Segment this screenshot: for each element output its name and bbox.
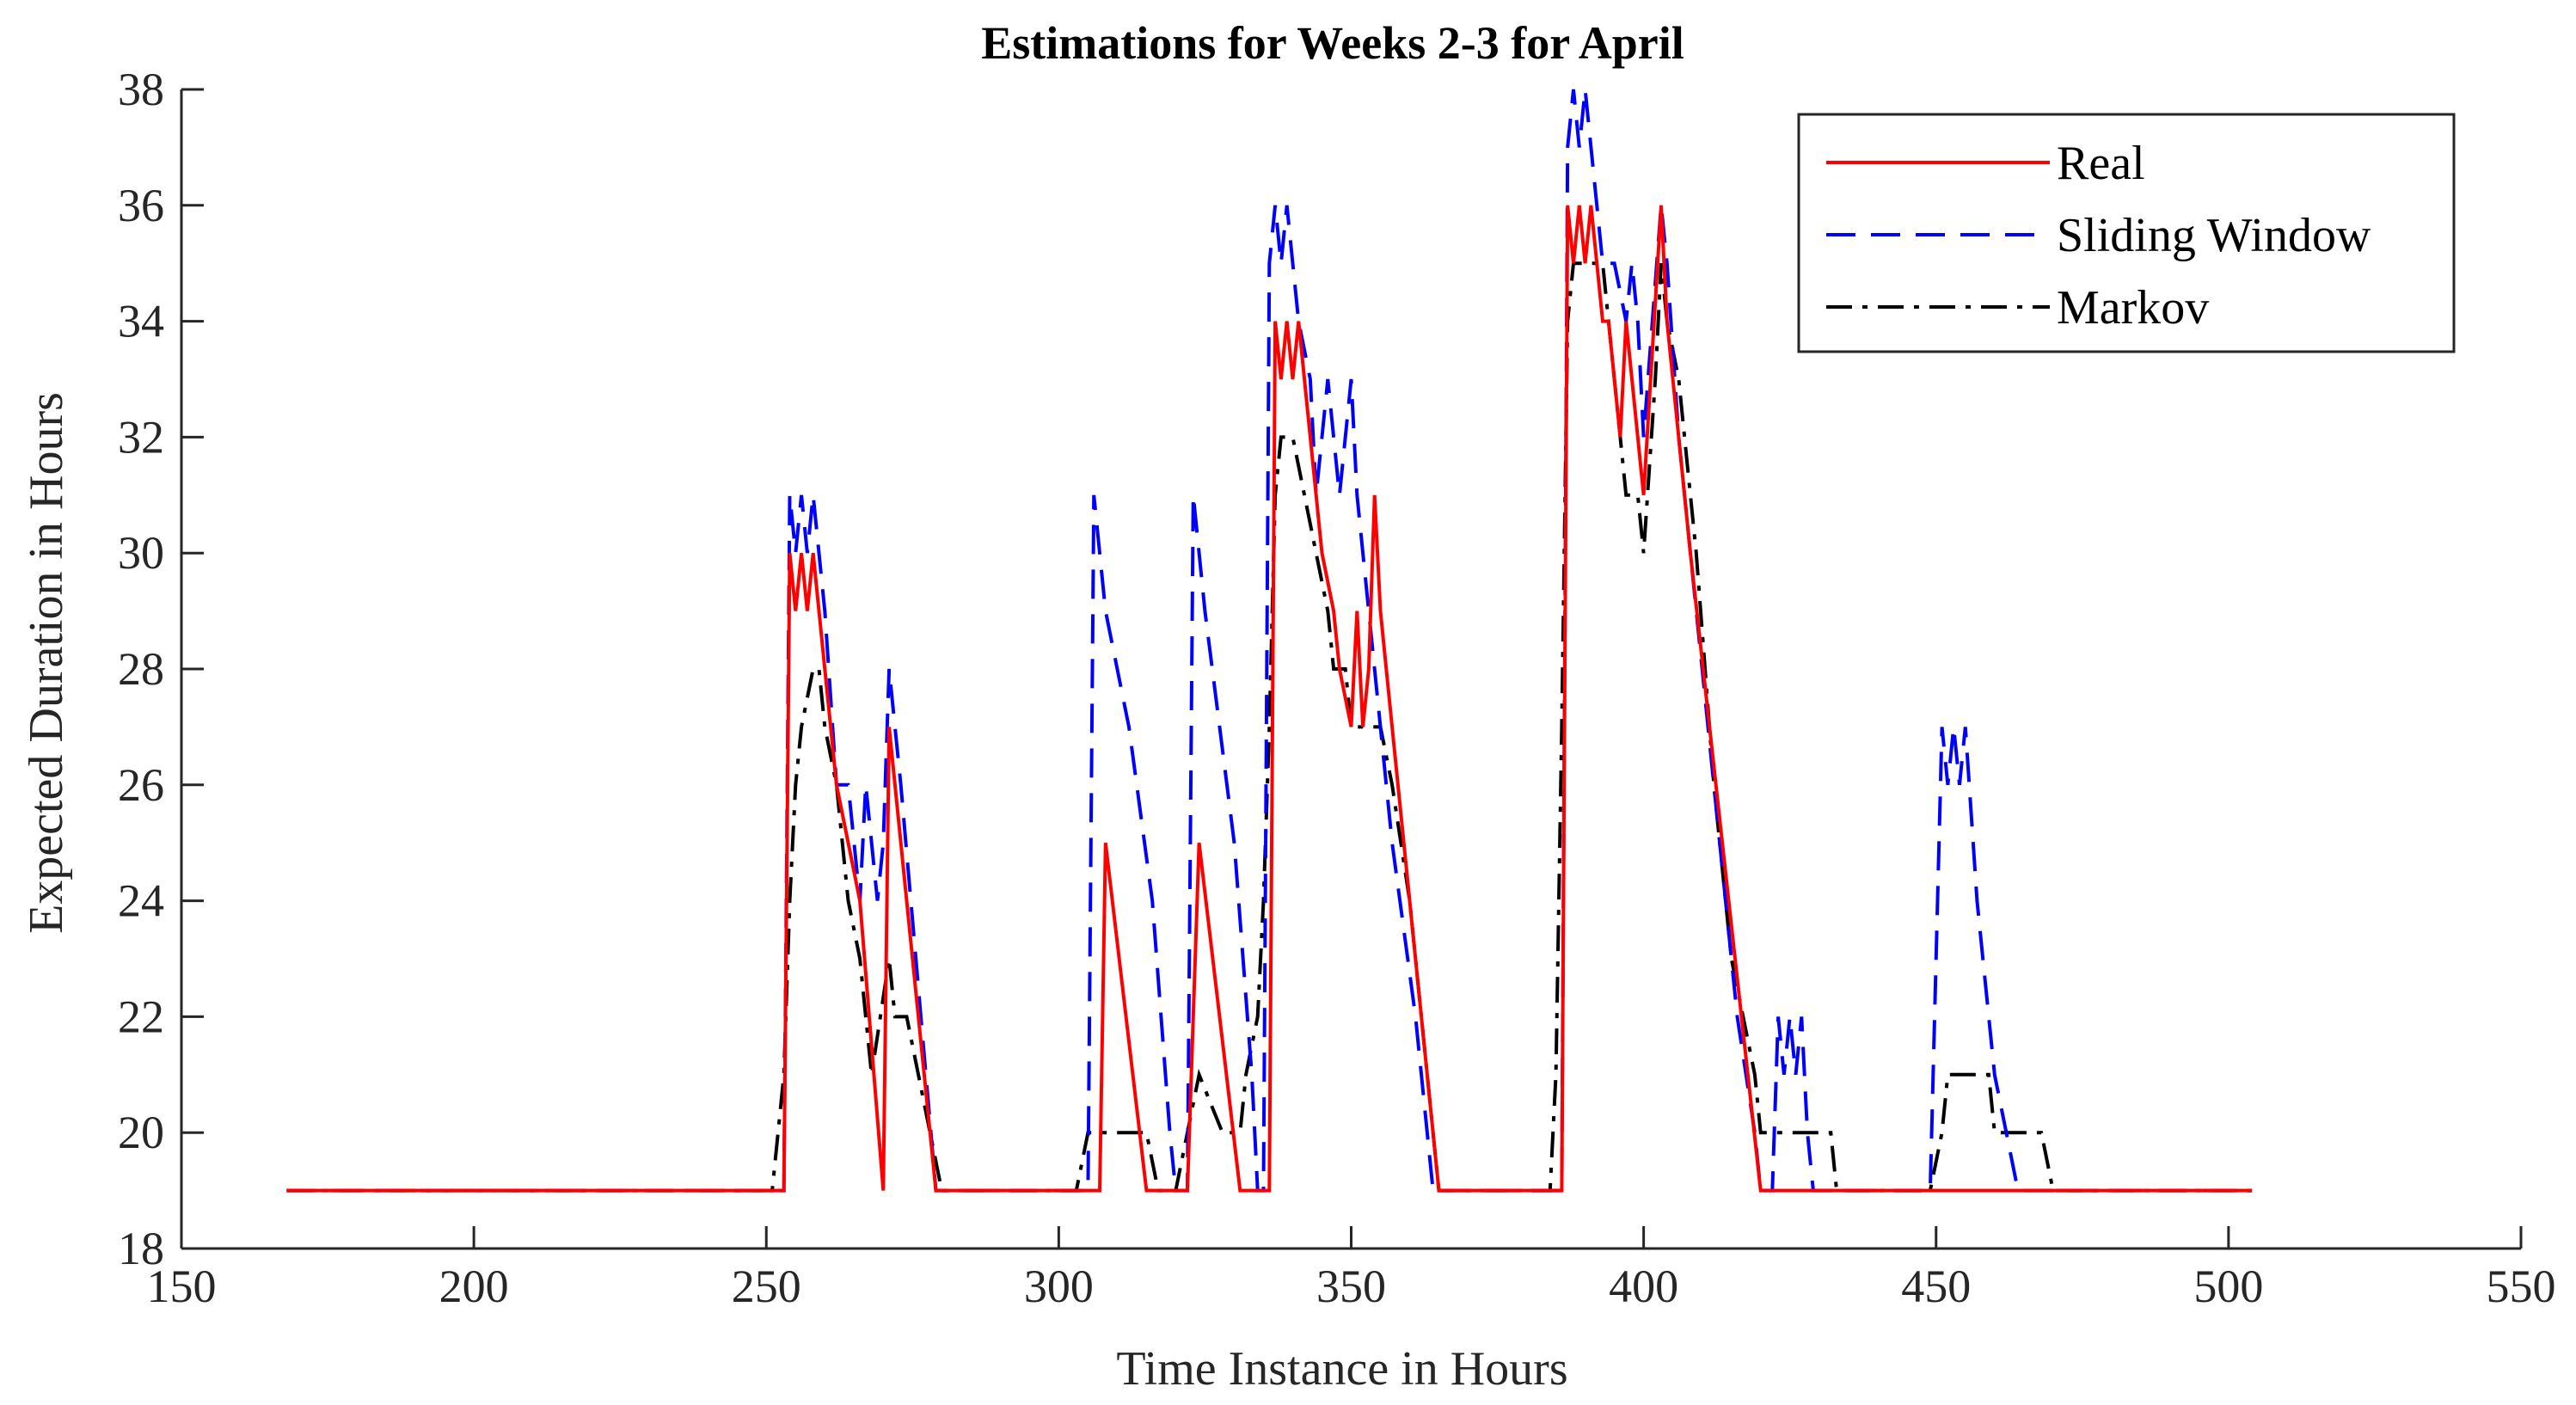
y-tick-label: 18: [118, 1223, 164, 1274]
y-tick-label: 34: [118, 296, 164, 347]
legend-label: Sliding Window: [2057, 209, 2371, 262]
series-line-sliding-window: [286, 89, 2253, 1193]
series-line-real: [286, 205, 2253, 1193]
y-tick-label: 20: [118, 1107, 164, 1158]
y-tick-label: 22: [118, 991, 164, 1042]
y-tick-label: 24: [118, 875, 164, 927]
legend-label: Markov: [2057, 281, 2209, 334]
ticks-layer: 150 200 250 300 350 400 450 500 550 18 20 22 24 26 28 3…: [118, 64, 2556, 1312]
y-axis-label: Expected Duration in Hours: [20, 392, 73, 934]
y-tick-label: 38: [118, 64, 164, 115]
x-tick-label: 400: [1609, 1261, 1678, 1312]
y-tick-label: 28: [118, 643, 164, 695]
y-tick-label: 26: [118, 759, 164, 811]
y-tick-label: 30: [118, 527, 164, 579]
legend-label: Real: [2057, 137, 2145, 190]
y-tick-label: 32: [118, 411, 164, 463]
chart-title: Estimations for Weeks 2-3 for April: [981, 17, 1684, 69]
legend-box: [1797, 113, 2456, 353]
x-tick-label: 450: [1901, 1261, 1971, 1312]
x-tick-label: 250: [732, 1261, 801, 1312]
x-tick-label: 150: [147, 1261, 217, 1312]
x-tick-label: 200: [439, 1261, 509, 1312]
x-tick-label: 350: [1316, 1261, 1386, 1312]
x-axis-label: Time Instance in Hours: [1116, 1342, 1567, 1396]
legend: Real Sliding Window Markov: [1797, 113, 2456, 353]
series-layer: [286, 89, 2253, 1193]
x-tick-label: 300: [1024, 1261, 1094, 1312]
x-tick-label: 500: [2193, 1261, 2263, 1312]
series-line-markov: [286, 261, 2253, 1193]
y-tick-label: 36: [118, 180, 164, 231]
x-tick-label: 550: [2487, 1261, 2556, 1312]
